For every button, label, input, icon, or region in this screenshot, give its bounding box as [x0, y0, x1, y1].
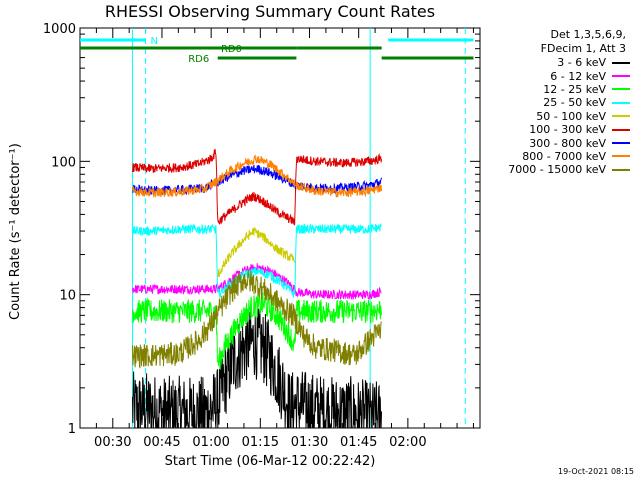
- series-line-7: [132, 154, 382, 198]
- legend-entry: 50 - 100 keV: [474, 110, 634, 123]
- legend-entry: 3 - 6 keV: [474, 56, 634, 69]
- legend-entry: 100 - 300 keV: [474, 123, 634, 136]
- x-tick-label: 01:00: [192, 435, 229, 450]
- legend-entry: 300 - 800 keV: [474, 136, 634, 150]
- legend-label: 800 - 7000 keV: [522, 149, 606, 163]
- legend-entry: 7000 - 15000 keV: [474, 163, 634, 176]
- legend-entry: 12 - 25 keV: [474, 83, 634, 96]
- legend-label: 100 - 300 keV: [529, 123, 606, 137]
- series-line-2: [132, 292, 382, 370]
- legend-entry: 800 - 7000 keV: [474, 150, 634, 163]
- legend-swatch: [612, 61, 630, 64]
- legend-entry: 6 - 12 keV: [474, 69, 634, 83]
- legend-swatch: [612, 155, 630, 158]
- series-line-8: [132, 269, 382, 369]
- series-line-3: [132, 222, 382, 299]
- plot-frame: [79, 27, 481, 429]
- y-tick-label: 10: [59, 289, 76, 304]
- legend-label: 50 - 100 keV: [536, 109, 606, 123]
- y-tick-label: 100: [51, 155, 76, 170]
- series-line-1: [132, 263, 382, 300]
- y-tick-label: 1000: [43, 22, 76, 37]
- legend-swatch: [612, 101, 630, 104]
- legend-header-line-2: FDecim 1, Att 3: [540, 42, 626, 55]
- series-line-5: [132, 149, 382, 226]
- legend-label: 300 - 800 keV: [529, 136, 606, 150]
- legend-entry: 25 - 50 keV: [474, 96, 634, 109]
- legend-swatch: [612, 115, 630, 118]
- legend-swatch: [612, 142, 630, 145]
- legend-swatch: [612, 88, 630, 91]
- legend-header-line-1: Det 1,3,5,6,9,: [550, 28, 626, 41]
- x-tick-label: 02:00: [389, 435, 426, 450]
- legend-label: 7000 - 15000 keV: [508, 163, 606, 177]
- legend-swatch: [612, 168, 630, 171]
- y-tick-label: 1: [68, 422, 76, 437]
- legend: Det 1,3,5,6,9, FDecim 1, Att 3 3 - 6 keV…: [474, 28, 634, 177]
- x-tick-label: 01:45: [340, 435, 377, 450]
- state-bar-label: N: [150, 36, 157, 47]
- legend-label: 25 - 50 keV: [543, 96, 606, 110]
- legend-label: 6 - 12 keV: [550, 69, 606, 83]
- legend-swatch: [612, 128, 630, 131]
- x-axis-label: Start Time (06-Mar-12 00:22:42): [164, 454, 376, 469]
- x-tick-label: 00:45: [143, 435, 180, 450]
- state-bar-label: RD6: [188, 54, 209, 65]
- chart-title: RHESSI Observing Summary Count Rates: [104, 2, 436, 21]
- x-tick-label: 00:30: [94, 435, 131, 450]
- x-tick-label: 01:15: [242, 435, 279, 450]
- legend-label: 3 - 6 keV: [557, 56, 606, 70]
- legend-label: 12 - 25 keV: [543, 82, 606, 96]
- state-bar-label: RD0: [221, 44, 242, 55]
- y-axis-label: Count Rate (s⁻¹ detector⁻¹): [8, 143, 23, 320]
- footer-timestamp: 19-Oct-2021 08:15: [558, 467, 634, 476]
- x-tick-label: 01:30: [291, 435, 328, 450]
- legend-swatch: [612, 75, 630, 78]
- series-line-4: [217, 227, 295, 277]
- series-line-0: [132, 307, 382, 429]
